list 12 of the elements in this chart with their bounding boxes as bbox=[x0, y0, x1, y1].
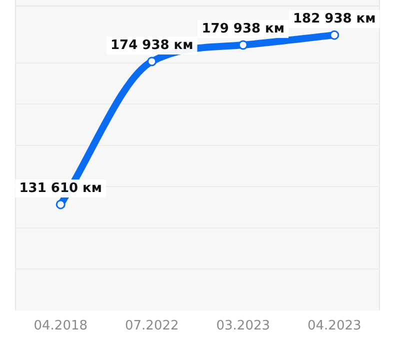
data-label: 179 938 км bbox=[202, 21, 285, 36]
x-tick-label: 04.2023 bbox=[307, 318, 362, 334]
data-label: 131 610 км bbox=[19, 180, 102, 196]
data-label: 174 938 км bbox=[110, 38, 194, 53]
x-tick-label: 03.2023 bbox=[216, 318, 270, 334]
point bbox=[147, 56, 157, 66]
x-tick-label: 07.2022 bbox=[124, 318, 179, 334]
data-label: 182 938 км bbox=[292, 11, 376, 26]
point bbox=[238, 40, 248, 50]
point bbox=[56, 200, 66, 210]
x-tick-label: 04.2018 bbox=[34, 318, 88, 334]
point bbox=[330, 30, 340, 40]
